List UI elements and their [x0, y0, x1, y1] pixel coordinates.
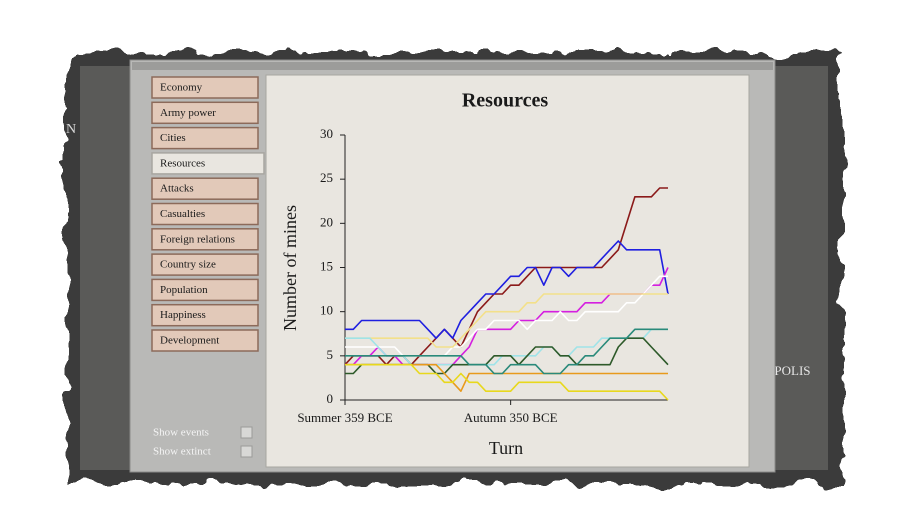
menu-button[interactable]: Attacks	[151, 177, 259, 200]
menu-button[interactable]: Army power	[151, 101, 259, 125]
menu-button-bg[interactable]	[151, 303, 259, 327]
menu-button-bg[interactable]	[151, 152, 265, 175]
menu-button[interactable]: Cities	[151, 126, 259, 150]
menu-button-bg[interactable]	[151, 177, 259, 200]
menu: Economy Army power Cities Resources Attacks C…	[151, 76, 265, 352]
menu-label[interactable]: Cities	[160, 132, 186, 144]
panel-border	[132, 62, 773, 70]
menu-button[interactable]: Happiness	[151, 303, 259, 327]
menu-button[interactable]: Country size	[151, 253, 259, 276]
menu-button[interactable]: Resources	[151, 152, 265, 175]
menu-label[interactable]: Development	[160, 335, 219, 347]
menu-label[interactable]: Economy	[160, 82, 203, 94]
menu-button-bg[interactable]	[151, 202, 259, 226]
chart: Resources Number of mines Turn 0 5 10 15 20 2…	[280, 90, 669, 458]
y-tick-label: 15	[320, 258, 333, 273]
menu-button[interactable]: Development	[151, 329, 259, 352]
y-tick-label: 5	[327, 347, 334, 362]
y-tick-label: 30	[320, 126, 333, 141]
option-label[interactable]: Show events	[153, 427, 209, 439]
series-line	[345, 240, 669, 339]
menu-button[interactable]: Casualties	[151, 202, 259, 226]
menu-button[interactable]: Population	[151, 278, 259, 302]
menu-label[interactable]: Casualties	[160, 208, 205, 220]
y-tick-label: 25	[320, 170, 333, 185]
options: Show events Show extinct	[153, 426, 253, 458]
menu-button[interactable]: Economy	[151, 76, 259, 99]
series-line	[345, 275, 668, 357]
menu-button-bg[interactable]	[151, 278, 259, 302]
y-tick-label: 0	[327, 391, 334, 406]
menu-label[interactable]: Happiness	[160, 309, 206, 321]
menu-label[interactable]: Attacks	[160, 183, 194, 195]
map-label: N	[66, 122, 76, 137]
y-axis-label: Number of mines	[280, 205, 300, 331]
series-line	[345, 328, 668, 375]
menu-label[interactable]: Resources	[160, 157, 205, 169]
option-label[interactable]: Show extinct	[153, 446, 211, 458]
x-axis-label: Turn	[489, 438, 523, 458]
x-tick-label: Summer 359 BCE	[297, 410, 392, 425]
x-tick-label: Autumn 350 BCE	[464, 410, 558, 425]
menu-button-bg[interactable]	[151, 76, 259, 99]
series-line	[345, 363, 669, 401]
menu-button-bg[interactable]	[151, 253, 259, 276]
menu-button-bg[interactable]	[151, 126, 259, 150]
menu-label[interactable]: Foreign relations	[160, 233, 235, 245]
series-line	[345, 293, 668, 348]
menu-button-bg[interactable]	[151, 329, 259, 352]
menu-button-bg[interactable]	[151, 101, 259, 125]
chart-title: Resources	[462, 90, 548, 112]
menu-label[interactable]: Army power	[160, 107, 216, 119]
menu-label[interactable]: Population	[160, 284, 208, 296]
menu-label[interactable]: Country size	[160, 259, 216, 271]
y-tick-label: 20	[320, 214, 333, 229]
y-tick-label: 10	[320, 303, 333, 318]
map-label: OPOLIS	[765, 363, 811, 378]
menu-button-bg[interactable]	[151, 228, 259, 251]
chart-paper	[265, 74, 750, 468]
menu-button[interactable]: Foreign relations	[151, 228, 259, 251]
checkbox[interactable]	[240, 426, 253, 439]
checkbox[interactable]	[240, 445, 253, 458]
